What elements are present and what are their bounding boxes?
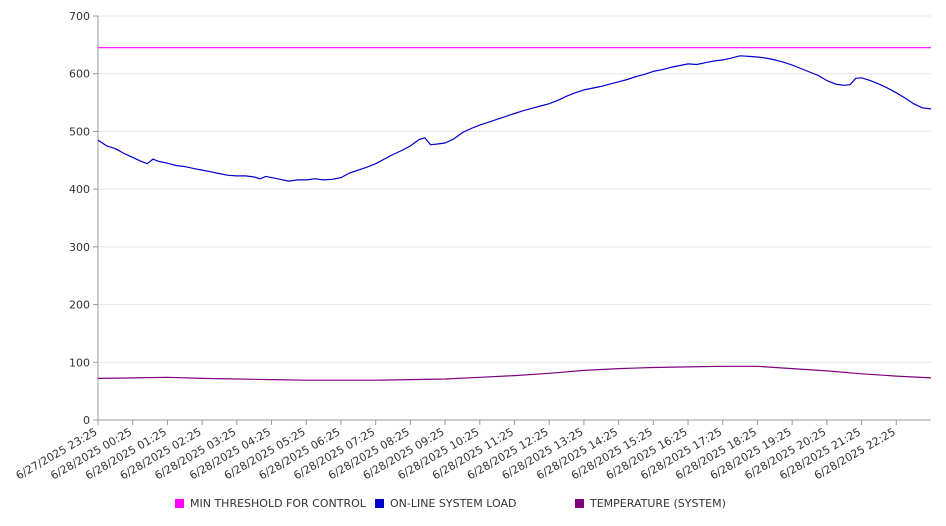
- y-tick-label: 300: [69, 241, 90, 254]
- series-line-system-load: [97, 55, 932, 182]
- y-tick-label: 0: [83, 414, 90, 427]
- y-axis: 0 100 200 300 400 500 600 700: [69, 10, 99, 427]
- y-tick-label: 100: [69, 356, 90, 369]
- series-line-temperature: [97, 365, 932, 381]
- series-lines: [97, 47, 932, 381]
- legend-swatch: [175, 499, 184, 508]
- legend-item-temperature[interactable]: TEMPERATURE (SYSTEM): [575, 497, 726, 510]
- x-axis: 6/27/2025 23:256/28/2025 00:256/28/2025 …: [14, 419, 931, 482]
- y-tick-label: 700: [69, 10, 90, 23]
- legend-swatch: [375, 499, 384, 508]
- y-tick-label: 400: [69, 183, 90, 196]
- legend-swatch: [575, 499, 584, 508]
- y-tick-label: 500: [69, 125, 90, 138]
- legend-item-system-load[interactable]: ON-LINE SYSTEM LOAD: [375, 497, 516, 510]
- y-tick-label: 200: [69, 299, 90, 312]
- legend-item-min-threshold[interactable]: MIN THRESHOLD FOR CONTROL: [175, 497, 366, 510]
- legend: MIN THRESHOLD FOR CONTROL ON-LINE SYSTEM…: [0, 497, 946, 515]
- line-chart: 0 100 200 300 400 500 600 700 6/27/2025 23:256/…: [14, 10, 932, 482]
- gridlines: [98, 15, 931, 363]
- legend-label: ON-LINE SYSTEM LOAD: [390, 497, 517, 510]
- y-tick-label: 600: [69, 68, 90, 81]
- legend-label: TEMPERATURE (SYSTEM): [590, 497, 726, 510]
- legend-label: MIN THRESHOLD FOR CONTROL: [190, 497, 366, 510]
